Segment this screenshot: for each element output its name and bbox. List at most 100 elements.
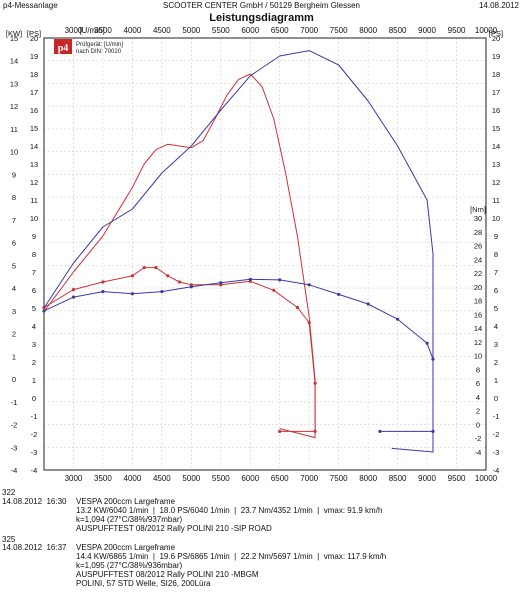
nm-tick-label: 10 <box>474 352 482 361</box>
torque-point-run-322 <box>166 274 170 278</box>
x-tick-label: 8000 <box>359 474 377 483</box>
ps-tick-label: 8 <box>32 250 36 259</box>
torque-point-run-322 <box>313 429 317 433</box>
kw-tick-label: 14 <box>10 57 18 66</box>
ps-tick-label-right: -2 <box>493 430 500 439</box>
torque-point-run-322 <box>177 280 182 284</box>
torque-point-run-322 <box>142 266 146 270</box>
run2-line2: 14.4 KW/6865 1/min | 19.6 PS/6865 1/min … <box>76 552 387 561</box>
kw-tick-label: -4 <box>11 466 18 475</box>
kw-tick-label: 5 <box>12 261 16 270</box>
ps-tick-label-right: 2 <box>494 358 498 367</box>
nm-tick-label: 18 <box>474 297 482 306</box>
torque-point-run-325 <box>366 302 370 306</box>
ps-tick-label-right: 19 <box>492 52 500 61</box>
kw-tick-label: 1 <box>12 352 16 361</box>
torque-point-run-325 <box>431 429 435 433</box>
run2-date: 14.08.2012 16:37 <box>2 543 67 552</box>
power-line-run-325 <box>43 50 434 453</box>
x-top-tick-label: 5500 <box>212 26 230 35</box>
kw-tick-label: 4 <box>12 284 16 293</box>
ps-tick-label-right: 20 <box>492 34 500 43</box>
ps-axis-label-right: [PS] <box>489 29 503 38</box>
nm-tick-label: 6 <box>476 379 480 388</box>
ps-tick-label-right: -3 <box>493 448 500 457</box>
x-top-tick-label: 9000 <box>418 26 436 35</box>
series-group <box>42 50 435 453</box>
ps-tick-label: 10 <box>30 214 38 223</box>
x-tick-label: 4000 <box>124 474 142 483</box>
x-tick-label: 9000 <box>418 474 436 483</box>
kw-tick-label: -1 <box>11 398 18 407</box>
kw-tick-label: 0 <box>12 375 16 384</box>
nm-tick-label: 2 <box>476 407 480 416</box>
nm-tick-label: 22 <box>474 269 482 278</box>
kw-tick-label: -2 <box>11 421 18 430</box>
kw-tick-label: 7 <box>12 216 16 225</box>
ps-tick-label: 2 <box>32 358 36 367</box>
ps-tick-label-right: 13 <box>492 160 500 169</box>
ps-tick-label-right: 18 <box>492 70 500 79</box>
torque-point-run-325 <box>278 278 282 282</box>
x-tick-label: 3500 <box>94 474 112 483</box>
torque-point-run-322 <box>71 288 76 292</box>
x-top-tick-label: 10000 <box>475 26 498 35</box>
ps-tick-label: 14 <box>30 142 38 151</box>
torque-point-run-325 <box>378 429 382 433</box>
ps-tick-label: 16 <box>30 106 38 115</box>
ps-tick-label: 17 <box>30 88 38 97</box>
torque-point-run-322 <box>272 288 276 292</box>
torque-point-run-325 <box>101 290 105 294</box>
run2-line4: AUSPUFFTEST 08/2012 Rally POLINI 210 -MB… <box>76 570 259 579</box>
kw-tick-label: 15 <box>10 34 18 43</box>
x-top-tick-label: 7500 <box>330 26 348 35</box>
torque-point-run-325 <box>219 281 223 285</box>
kw-tick-label: 2 <box>12 330 16 339</box>
x-top-tick-label: 3500 <box>94 26 112 35</box>
run1-id: 322 <box>2 488 16 497</box>
ps-tick-label: 19 <box>30 52 38 61</box>
ps-tick-label: 18 <box>30 70 38 79</box>
torque-point-run-322 <box>313 381 317 385</box>
x-tick-label: 6000 <box>241 474 259 483</box>
torque-point-run-325 <box>189 285 193 289</box>
ps-tick-label: 3 <box>32 340 36 349</box>
nm-tick-label: 28 <box>474 228 482 237</box>
x-top-tick-label: 4000 <box>124 26 142 35</box>
ps-tick-label: -3 <box>31 448 38 457</box>
nm-axis-label: [Nm] <box>470 205 486 214</box>
kw-tick-label: 3 <box>12 307 16 316</box>
ps-tick-label: 11 <box>30 196 38 205</box>
ps-tick-label: 7 <box>32 268 36 277</box>
x-top-tick-label: 8500 <box>389 26 407 35</box>
ps-axis-label: [PS] <box>27 29 41 38</box>
torque-point-run-325 <box>431 357 435 361</box>
ps-tick-label-right: 17 <box>492 88 500 97</box>
x-tick-label: 7000 <box>300 474 318 483</box>
ps-tick-label-right: 14 <box>492 142 500 151</box>
ps-tick-label-right: 11 <box>492 196 500 205</box>
kw-tick-label: 12 <box>10 102 18 111</box>
run1-line4: AUSPUFFTEST 08/2012 Rally POLINI 210 -SI… <box>76 524 272 533</box>
header-center: SCOOTER CENTER GmbH / 50129 Bergheim Gle… <box>163 1 360 10</box>
x-axis-label: [U/min] <box>79 26 104 35</box>
nm-tick-label: -2 <box>475 434 482 443</box>
x-tick-label: 7500 <box>330 474 348 483</box>
header-date: 14.08.2012 <box>478 1 519 10</box>
torque-line-run-322 <box>43 267 316 432</box>
run2-line3: k=1,095 (27°C/38%/936mbar) <box>76 561 183 570</box>
axes: 3000 3500 4000 4500 5000 5500 6000 6500 7000 7500… <box>6 26 503 483</box>
nm-tick-label: 0 <box>476 420 480 429</box>
run1-line2: 13.2 KW/6040 1/min | 18.0 PS/6040 1/min … <box>76 506 383 515</box>
grid <box>44 37 487 471</box>
kw-tick-label: -3 <box>11 443 18 452</box>
torque-point-run-322 <box>278 429 282 433</box>
nm-tick-label: -4 <box>475 448 482 457</box>
nm-tick-label: 26 <box>474 242 482 251</box>
ps-tick-label-right: 9 <box>494 232 498 241</box>
kw-tick-label: 6 <box>12 239 16 248</box>
x-top-tick-label: 6000 <box>241 26 259 35</box>
torque-point-run-322 <box>307 321 311 325</box>
x-tick-label: 5000 <box>182 474 200 483</box>
legend-line-1: Prüfgerät: [U/min] <box>76 42 123 48</box>
